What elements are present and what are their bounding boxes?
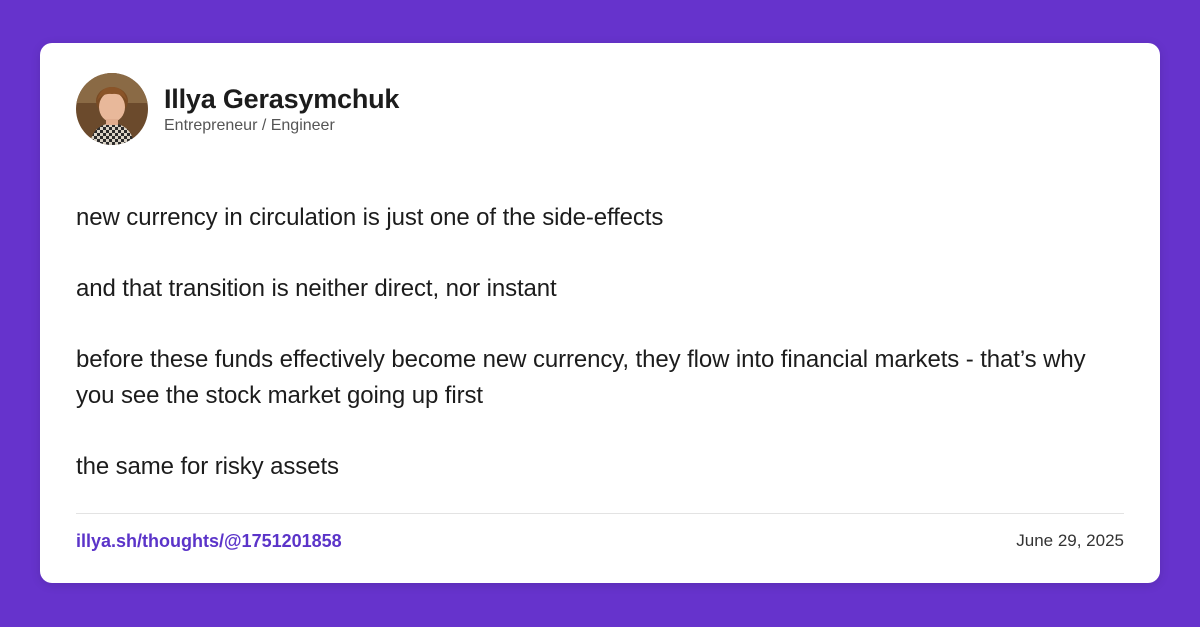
author-info: Illya Gerasymchuk Entrepreneur / Enginee… (164, 83, 399, 136)
post-permalink[interactable]: illya.sh/thoughts/@1751201858 (76, 531, 342, 551)
post-card: Illya Gerasymchuk Entrepreneur / Enginee… (40, 43, 1160, 583)
post-paragraph: the same for risky assets (76, 453, 339, 480)
footer-divider (76, 513, 1124, 514)
post-paragraph: new currency in circulation is just one … (76, 204, 664, 231)
author-name: Illya Gerasymchuk (164, 83, 400, 114)
avatar (76, 73, 148, 145)
avatar-portrait-icon (76, 73, 148, 145)
post-paragraph: before these funds effectively become ne… (76, 346, 1086, 409)
author-role: Entrepreneur / Engineer (164, 116, 335, 134)
post-header: Illya Gerasymchuk Entrepreneur / Enginee… (76, 73, 399, 145)
post-body: new currency in circulation is just one … (76, 200, 1126, 520)
post-paragraph: and that transition is neither direct, n… (76, 275, 557, 302)
post-date: June 29, 2025 (1016, 531, 1124, 550)
